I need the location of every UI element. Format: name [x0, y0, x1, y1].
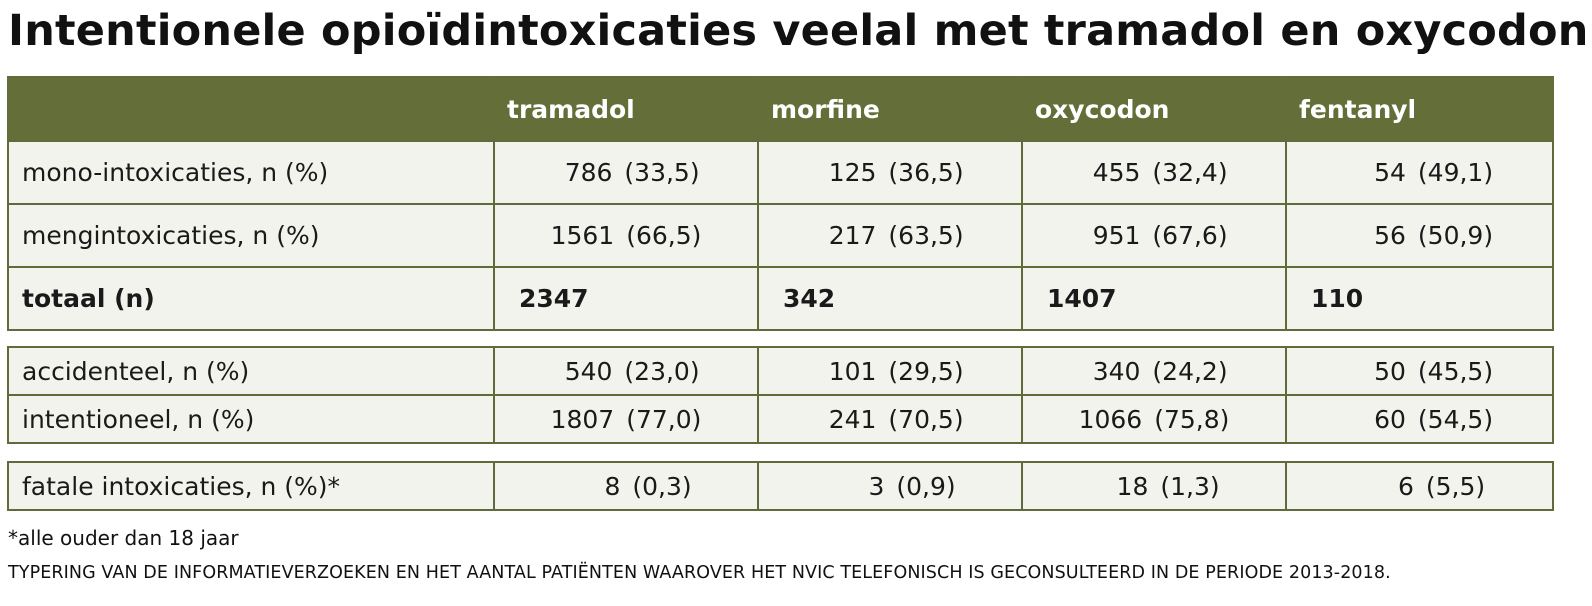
table-cell: 54 (49,1): [1285, 140, 1554, 205]
table-header-row: tramadol morfine oxycodon fentanyl: [7, 76, 1554, 142]
cell-percent: (66,5): [626, 221, 702, 250]
cell-percent: (33,5): [624, 158, 700, 187]
cell-count: 340: [1092, 356, 1141, 386]
cell-count: 455: [1092, 158, 1141, 187]
cell-percent: (23,0): [624, 356, 700, 386]
cell-percent: (0,9): [896, 471, 956, 501]
column-header-empty: [7, 76, 495, 142]
cell-percent: (70,5): [888, 404, 964, 434]
cell-count: 786: [564, 158, 613, 187]
table-cell: 1066 (75,8): [1021, 394, 1287, 444]
table-cell: 18 (1,3): [1021, 461, 1287, 511]
row-label: intentioneel, n (%): [7, 394, 495, 444]
total-value: 110: [1285, 266, 1554, 331]
table-cell: 50 (45,5): [1285, 346, 1554, 396]
table-row: accidenteel, n (%) 540 (23,0) 101 (29,5) 3…: [7, 346, 1554, 396]
cell-percent: (50,9): [1417, 221, 1494, 250]
cell-count: 50: [1374, 356, 1406, 386]
table-row: mengintoxicaties, n (%) 1561 (66,5) 217 (6…: [7, 203, 1554, 268]
cell-percent: (0,3): [632, 471, 692, 501]
table-caption: TYPERING VAN DE INFORMATIEVERZOEKEN EN H…: [8, 563, 1391, 583]
cell-percent: (29,5): [888, 356, 964, 386]
fatal-table: fatale intoxicaties, n (%)* 8 (0,3) 3 (0,9…: [7, 461, 1554, 511]
column-header-oxycodon: oxycodon: [1021, 76, 1287, 142]
total-value: 1407: [1021, 266, 1287, 331]
column-header-fentanyl: fentanyl: [1285, 76, 1554, 142]
cell-count: 125: [828, 158, 877, 187]
cell-percent: (67,6): [1152, 221, 1228, 250]
table-row: intentioneel, n (%) 1807 (77,0) 241 (70,5)…: [7, 394, 1554, 444]
cell-count: 217: [828, 221, 877, 250]
table-cell: 60 (54,5): [1285, 394, 1554, 444]
cell-percent: (32,4): [1152, 158, 1228, 187]
cell-count: 8: [604, 471, 621, 501]
cell-count: 951: [1092, 221, 1141, 250]
table-cell: 241 (70,5): [757, 394, 1023, 444]
total-value: 2347: [493, 266, 759, 331]
cell-count: 56: [1374, 221, 1406, 250]
total-row: totaal (n) 2347 342 1407 110: [7, 266, 1554, 331]
cell-percent: (54,5): [1417, 404, 1494, 434]
total-value: 342: [757, 266, 1023, 331]
row-label: mengintoxicaties, n (%): [7, 203, 495, 268]
cell-count: 101: [828, 356, 877, 386]
cell-percent: (24,2): [1152, 356, 1228, 386]
page-title: Intentionele opioïdintoxicaties veelal m…: [8, 6, 1589, 56]
table-cell: 540 (23,0): [493, 346, 759, 396]
intoxication-table: tramadol morfine oxycodon fentanyl mono-…: [7, 76, 1554, 331]
cell-count: 18: [1116, 471, 1149, 501]
table-row: fatale intoxicaties, n (%)* 8 (0,3) 3 (0,9…: [7, 461, 1554, 511]
table-cell: 6 (5,5): [1285, 461, 1554, 511]
table-cell: 340 (24,2): [1021, 346, 1287, 396]
row-label: mono-intoxicaties, n (%): [7, 140, 495, 205]
table-cell: 101 (29,5): [757, 346, 1023, 396]
cell-count: 60: [1374, 404, 1406, 434]
cell-percent: (77,0): [626, 404, 702, 434]
intent-table: accidenteel, n (%) 540 (23,0) 101 (29,5) 3…: [7, 346, 1554, 444]
total-label: totaal (n): [7, 266, 495, 331]
cell-count: 1807: [550, 404, 615, 434]
cell-percent: (49,1): [1417, 158, 1494, 187]
cell-percent: (63,5): [888, 221, 964, 250]
row-label: accidenteel, n (%): [7, 346, 495, 396]
cell-percent: (1,3): [1160, 471, 1220, 501]
cell-count: 6: [1397, 471, 1414, 501]
table-cell: 951 (67,6): [1021, 203, 1287, 268]
table-row: mono-intoxicaties, n (%) 786 (33,5) 125 (3…: [7, 140, 1554, 205]
table-cell: 217 (63,5): [757, 203, 1023, 268]
table-cell: 8 (0,3): [493, 461, 759, 511]
cell-count: 54: [1374, 158, 1406, 187]
cell-count: 1561: [550, 221, 615, 250]
cell-percent: (5,5): [1425, 471, 1486, 501]
table-cell: 1561 (66,5): [493, 203, 759, 268]
table-cell: 455 (32,4): [1021, 140, 1287, 205]
cell-count: 241: [828, 404, 877, 434]
cell-count: 3: [868, 471, 885, 501]
row-label: fatale intoxicaties, n (%)*: [7, 461, 495, 511]
table-cell: 786 (33,5): [493, 140, 759, 205]
table-cell: 3 (0,9): [757, 461, 1023, 511]
cell-percent: (45,5): [1417, 356, 1494, 386]
footnote: *alle ouder dan 18 jaar: [8, 526, 239, 550]
cell-count: 1066: [1078, 404, 1143, 434]
cell-percent: (36,5): [888, 158, 964, 187]
table-cell: 56 (50,9): [1285, 203, 1554, 268]
column-header-morfine: morfine: [757, 76, 1023, 142]
column-header-tramadol: tramadol: [493, 76, 759, 142]
table-cell: 1807 (77,0): [493, 394, 759, 444]
table-cell: 125 (36,5): [757, 140, 1023, 205]
cell-percent: (75,8): [1154, 404, 1230, 434]
cell-count: 540: [564, 356, 613, 386]
